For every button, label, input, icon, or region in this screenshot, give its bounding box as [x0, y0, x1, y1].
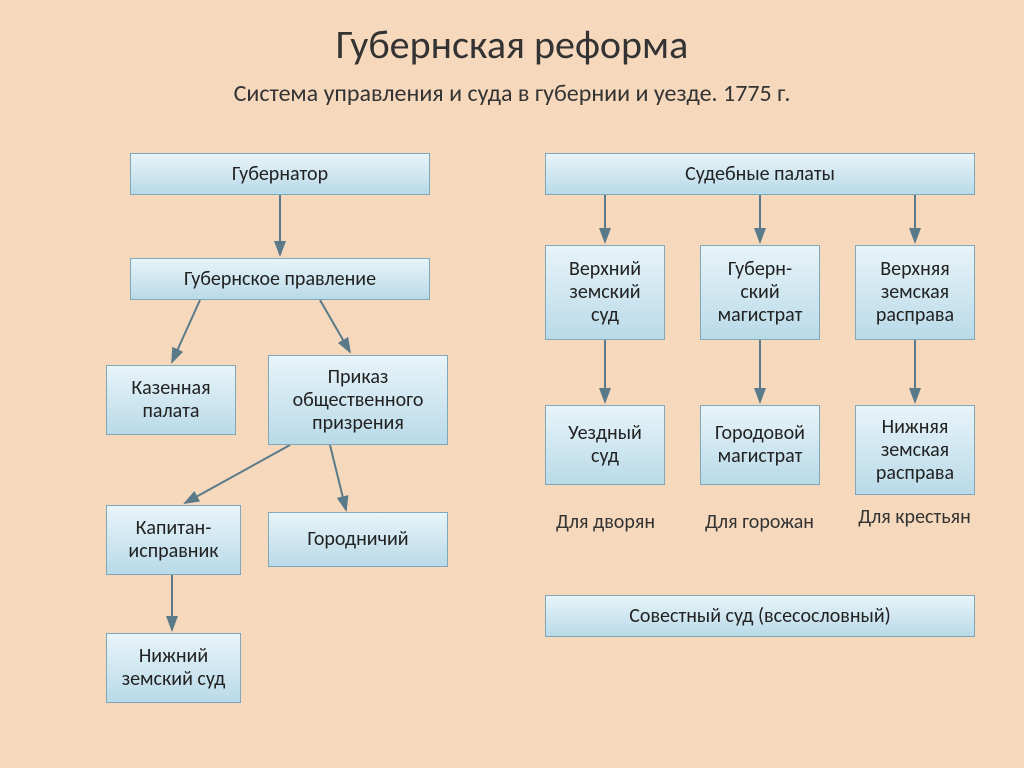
box-gorodnichiy: Городничий — [268, 512, 448, 567]
box-lower-rasprava: Нижняя земская расправа — [855, 405, 975, 495]
box-captain: Капитан-исправник — [106, 505, 241, 575]
box-city-magistrate: Городовой магистрат — [700, 405, 820, 485]
box-lower-zem: Нижний земский суд — [106, 633, 241, 703]
box-upper-rasprava: Верхняя земская расправа — [855, 245, 975, 340]
page-subtitle: Система управления и суда в губернии и у… — [0, 69, 1024, 108]
box-gub-board: Губернское правление — [130, 258, 430, 300]
box-sovest: Совестный суд (всесословный) — [545, 595, 975, 637]
box-governor: Губернатор — [130, 153, 430, 195]
label-nobles: Для дворян — [548, 510, 663, 534]
box-prikaz: Приказ общественного призрения — [268, 355, 448, 445]
box-uezd-court: Уездный суд — [545, 405, 665, 485]
page-title: Губернская реформа — [0, 0, 1024, 69]
box-treasury: Казенная палата — [106, 365, 236, 435]
label-peasants: Для крестьян — [857, 505, 972, 529]
box-gub-magistrate: Губерн-ский магистрат — [700, 245, 820, 340]
box-upper-zem: Верхний земский суд — [545, 245, 665, 340]
box-judicial: Судебные палаты — [545, 153, 975, 195]
label-citizens: Для горожан — [702, 510, 817, 534]
